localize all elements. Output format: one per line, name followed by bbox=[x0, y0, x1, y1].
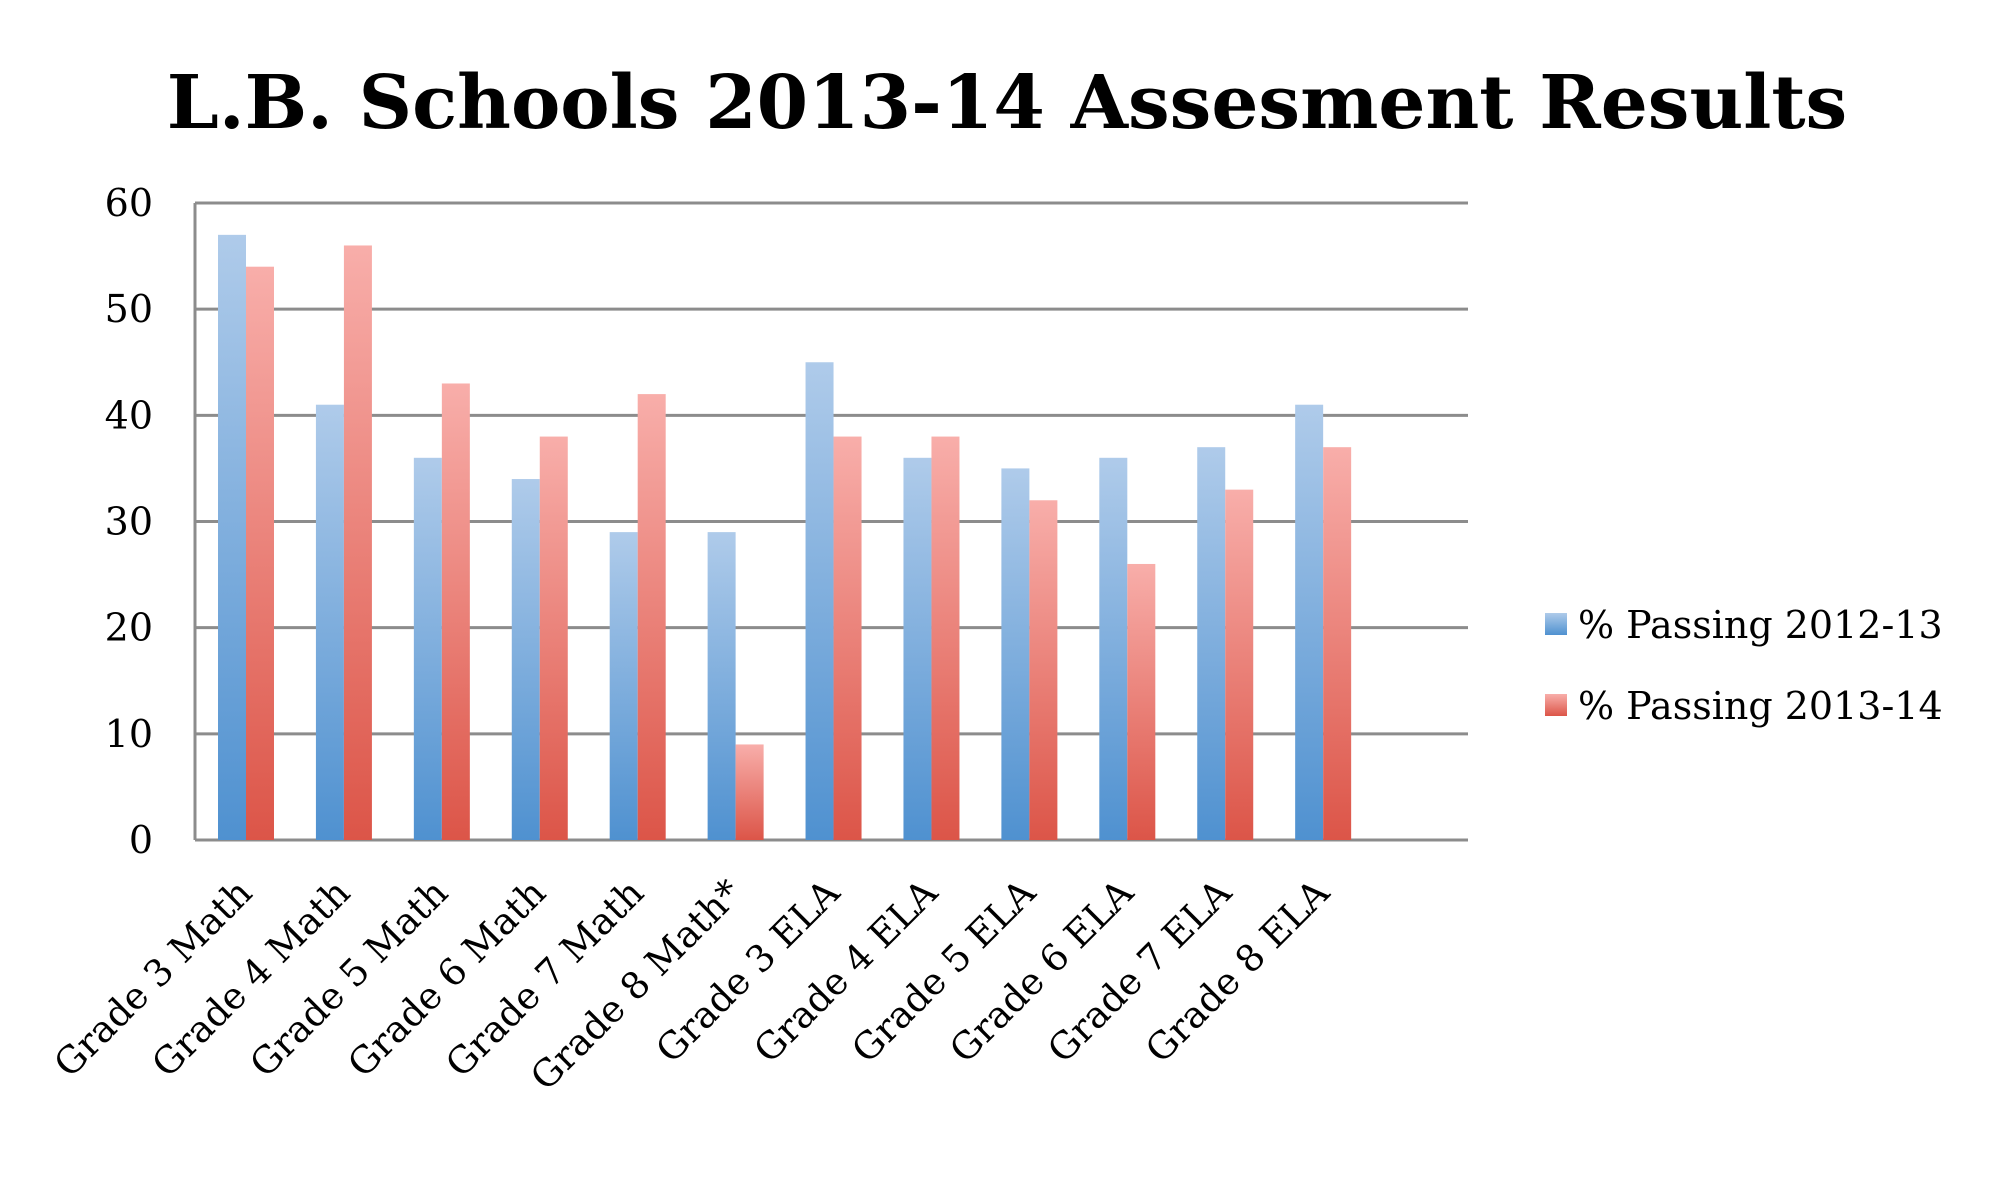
y-tick-label: 60 bbox=[105, 181, 153, 225]
bar-2013-14 bbox=[931, 436, 960, 840]
bar-2012-13 bbox=[218, 234, 246, 841]
bar-2013-14 bbox=[735, 744, 764, 840]
bar-2012-13 bbox=[315, 404, 344, 840]
bar-2012-13 bbox=[805, 362, 834, 840]
y-tick-label: 30 bbox=[105, 500, 153, 544]
bar-2013-14 bbox=[833, 436, 862, 840]
chart-title: L.B. Schools 2013-14 Assesment Results bbox=[167, 60, 1847, 146]
legend-swatch bbox=[1545, 694, 1567, 716]
y-tick-label: 50 bbox=[105, 287, 153, 331]
y-tick-label: 0 bbox=[129, 818, 153, 862]
bar-2012-13 bbox=[413, 457, 442, 840]
bar-2012-13 bbox=[511, 479, 540, 840]
bar-2013-14 bbox=[1225, 489, 1254, 840]
bar-2013-14 bbox=[1029, 500, 1058, 840]
bar-2012-13 bbox=[903, 457, 932, 840]
bar-2013-14 bbox=[246, 266, 274, 840]
y-tick-label: 10 bbox=[105, 712, 153, 756]
bar-2013-14 bbox=[637, 394, 666, 840]
y-tick-label: 20 bbox=[105, 606, 153, 650]
legend-swatch bbox=[1545, 613, 1567, 635]
bar-2013-14 bbox=[1323, 447, 1352, 840]
y-tick-label: 40 bbox=[105, 393, 153, 437]
bar-2012-13 bbox=[1295, 404, 1324, 840]
bar-2013-14 bbox=[1127, 563, 1156, 840]
bar-2013-14 bbox=[539, 436, 568, 840]
bar-2012-13 bbox=[1099, 457, 1128, 840]
bar-2012-13 bbox=[707, 532, 736, 840]
bar-2012-13 bbox=[1197, 447, 1226, 840]
bar-2013-14 bbox=[441, 383, 470, 840]
bar-2012-13 bbox=[1001, 468, 1030, 840]
legend-label: % Passing 2013-14 bbox=[1578, 684, 1943, 728]
bar-2013-14 bbox=[343, 245, 372, 840]
legend-label: % Passing 2012-13 bbox=[1578, 603, 1943, 647]
bar-2012-13 bbox=[609, 532, 638, 840]
